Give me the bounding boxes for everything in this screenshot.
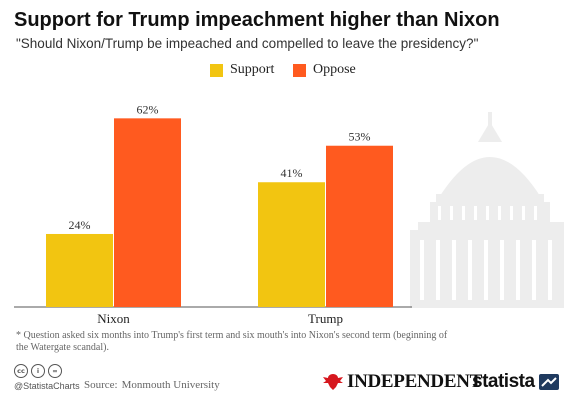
statista-logo-text: statista [472,371,535,392]
legend-item-support: Support [210,62,274,78]
chart-footer: cc i = @StatistaCharts Source: Monmouth U… [14,364,559,396]
cc-license-icons: cc i = [14,364,65,378]
legend-swatch-oppose [293,63,306,77]
bar-oppose-nixon [114,118,181,307]
legend-label-oppose: Oppose [313,62,356,77]
value-label-support-nixon: 24% [69,218,91,232]
value-label-support-trump: 41% [281,166,303,180]
source-line: Source: Monmouth University [84,379,220,391]
attribution-icon: i [31,364,45,378]
source-value[interactable]: Monmouth University [121,379,220,391]
independent-eagle-icon [323,374,343,390]
chart-footnote: * Question asked six months into Trump's… [16,330,448,353]
category-label-trump: Trump [308,311,343,326]
statista-logo[interactable]: statista [472,371,559,393]
category-label-nixon: Nixon [97,311,130,326]
source-label: Source: [84,379,118,391]
bar-support-trump [258,182,325,307]
bar-oppose-trump [326,145,393,307]
legend-item-oppose: Oppose [293,62,356,78]
chart-title: Support for Trump impeachment higher tha… [14,9,500,31]
independent-logo[interactable]: INDEPENDENT [322,371,482,393]
creative-commons-icon: cc [14,364,28,378]
bars-group: 24% 62% Nixon 41% 53% Trump [46,102,393,326]
value-label-oppose-nixon: 62% [137,102,159,116]
value-label-oppose-trump: 53% [349,130,371,144]
legend-swatch-support [210,63,223,77]
no-derivatives-icon: = [48,364,62,378]
legend-label-support: Support [230,62,275,77]
capitol-columns [420,206,552,300]
chart-subtitle: "Should Nixon/Trump be impeached and com… [16,36,479,51]
independent-logo-text: INDEPENDENT [347,371,482,392]
statista-charts-handle[interactable]: @StatistaCharts [14,381,80,391]
statista-mark-icon [538,374,559,390]
bar-support-nixon [46,233,113,307]
